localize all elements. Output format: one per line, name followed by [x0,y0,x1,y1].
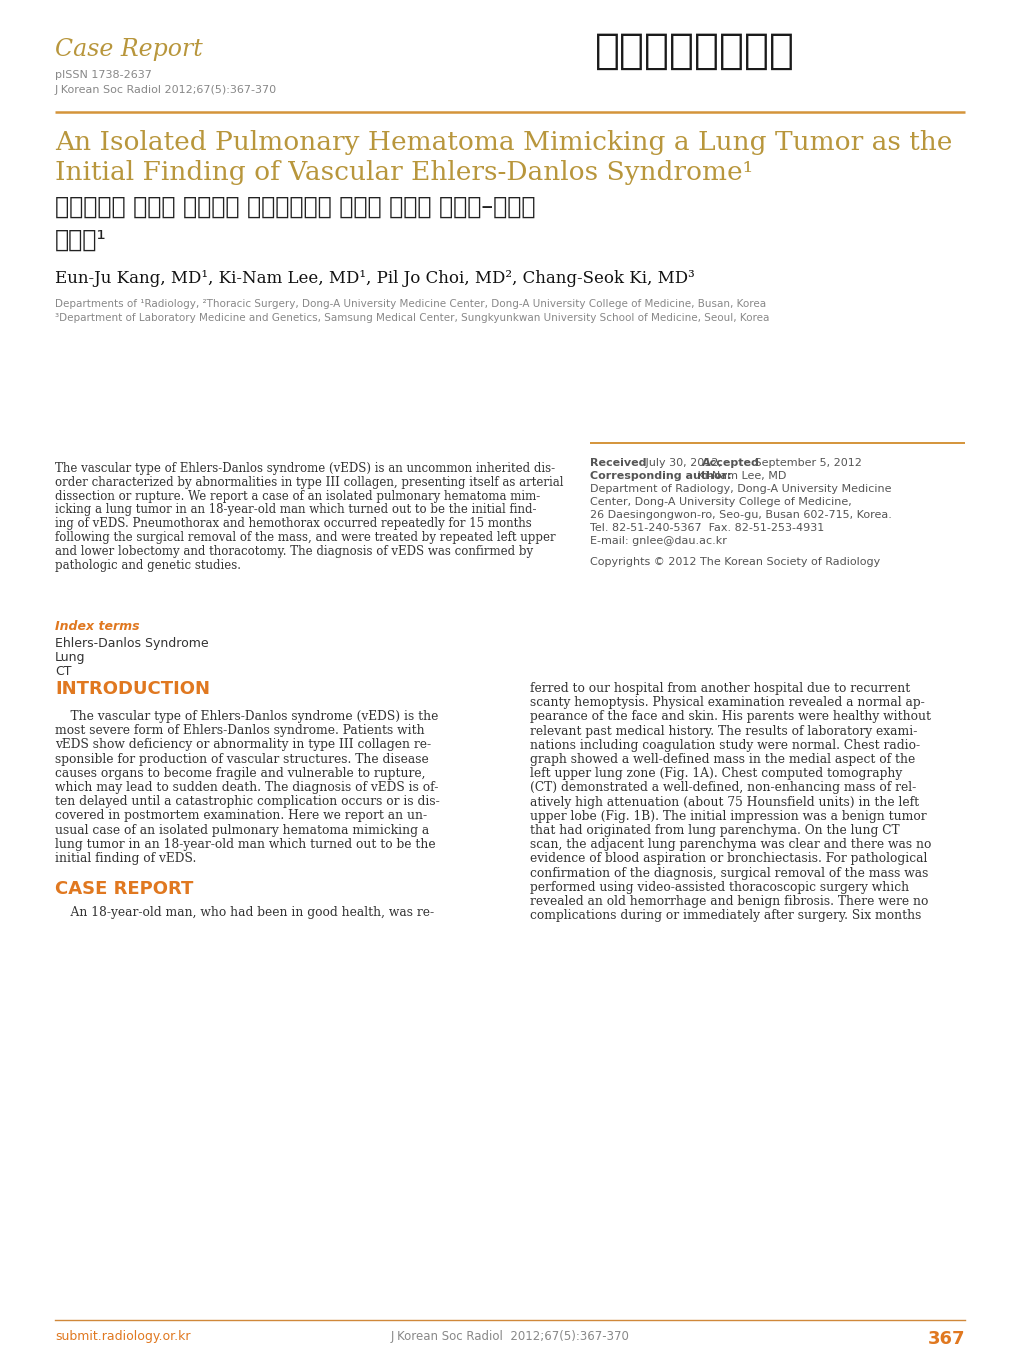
Text: J Korean Soc Radiol  2012;67(5):367-370: J Korean Soc Radiol 2012;67(5):367-370 [390,1330,629,1343]
Text: scan, the adjacent lung parenchyma was clear and there was no: scan, the adjacent lung parenchyma was c… [530,839,930,851]
Text: Eun-Ju Kang, MD¹, Ki-Nam Lee, MD¹, Pil Jo Choi, MD², Chang-Seok Ki, MD³: Eun-Ju Kang, MD¹, Ki-Nam Lee, MD¹, Pil J… [55,270,694,287]
Text: The vascular type of Ehlers-Danlos syndrome (vEDS) is an uncommon inherited dis-: The vascular type of Ehlers-Danlos syndr… [55,462,554,476]
Text: confirmation of the diagnosis, surgical removal of the mass was: confirmation of the diagnosis, surgical … [530,867,927,879]
Text: complications during or immediately after surgery. Six months: complications during or immediately afte… [530,909,920,923]
Text: J Korean Soc Radiol 2012;67(5):367-370: J Korean Soc Radiol 2012;67(5):367-370 [55,86,277,95]
Text: Tel. 82-51-240-5367  Fax. 82-51-253-4931: Tel. 82-51-240-5367 Fax. 82-51-253-4931 [589,523,823,533]
Text: 367: 367 [926,1330,964,1348]
Text: September 5, 2012: September 5, 2012 [750,458,861,467]
Text: order characterized by abnormalities in type III collagen, presenting itself as : order characterized by abnormalities in … [55,476,562,489]
Text: 26 Daesingongwon-ro, Seo-gu, Busan 602-715, Korea.: 26 Daesingongwon-ro, Seo-gu, Busan 602-7… [589,510,891,520]
Text: Center, Dong-A University College of Medicine,: Center, Dong-A University College of Med… [589,497,851,507]
Text: Corresponding author:: Corresponding author: [589,472,731,481]
Text: Lung: Lung [55,651,86,665]
Text: Department of Radiology, Dong-A University Medicine: Department of Radiology, Dong-A Universi… [589,484,891,495]
Text: left upper lung zone (Fig. 1A). Chest computed tomography: left upper lung zone (Fig. 1A). Chest co… [530,768,902,780]
Text: usual case of an isolated pulmonary hematoma mimicking a: usual case of an isolated pulmonary hema… [55,824,429,837]
Text: INTRODUCTION: INTRODUCTION [55,680,210,699]
Text: lung tumor in an 18-year-old man which turned out to be the: lung tumor in an 18-year-old man which t… [55,837,435,851]
Text: Case Report: Case Report [55,38,203,61]
Text: Initial Finding of Vascular Ehlers-Danlos Syndrome¹: Initial Finding of Vascular Ehlers-Danlo… [55,160,752,185]
Text: atively high attenuation (about 75 Hounsfield units) in the left: atively high attenuation (about 75 Houns… [530,795,918,809]
Text: 대한영상의학회지: 대한영상의학회지 [594,30,794,72]
Text: nations including coagulation study were normal. Chest radio-: nations including coagulation study were… [530,739,919,752]
Text: Ki-Nam Lee, MD: Ki-Nam Lee, MD [693,472,786,481]
Text: Received: Received [589,458,646,467]
Text: sponsible for production of vascular structures. The disease: sponsible for production of vascular str… [55,753,428,765]
Text: Accepted: Accepted [701,458,759,467]
Text: ing of vEDS. Pneumothorax and hemothorax occurred repeatedly for 15 months: ing of vEDS. Pneumothorax and hemothorax… [55,518,531,530]
Text: icking a lung tumor in an 18-year-old man which turned out to be the initial fin: icking a lung tumor in an 18-year-old ma… [55,503,536,516]
Text: that had originated from lung parenchyma. On the lung CT: that had originated from lung parenchyma… [530,824,899,837]
Text: performed using video-assisted thoracoscopic surgery which: performed using video-assisted thoracosc… [530,881,908,894]
Text: following the surgical removal of the mass, and were treated by repeated left up: following the surgical removal of the ma… [55,531,555,544]
Text: The vascular type of Ehlers-Danlos syndrome (vEDS) is the: The vascular type of Ehlers-Danlos syndr… [55,709,438,723]
Text: upper lobe (Fig. 1B). The initial impression was a benign tumor: upper lobe (Fig. 1B). The initial impres… [530,810,925,822]
Text: initial finding of vEDS.: initial finding of vEDS. [55,852,197,864]
Text: 폐종양으로 오인된 폐혈종이 초기소견으로 발현된 혁관성 엘러스–단로스: 폐종양으로 오인된 폐혈종이 초기소견으로 발현된 혁관성 엘러스–단로스 [55,194,535,219]
Text: graph showed a well-defined mass in the medial aspect of the: graph showed a well-defined mass in the … [530,753,914,766]
Text: July 30, 2012;: July 30, 2012; [641,458,729,467]
Text: Ehlers-Danlos Syndrome: Ehlers-Danlos Syndrome [55,637,209,650]
Text: covered in postmortem examination. Here we report an un-: covered in postmortem examination. Here … [55,810,427,822]
Text: Departments of ¹Radiology, ²Thoracic Surgery, Dong-A University Medicine Center,: Departments of ¹Radiology, ²Thoracic Sur… [55,299,765,308]
Text: Index terms: Index terms [55,620,140,633]
Text: 증후군¹: 증후군¹ [55,228,107,251]
Text: (CT) demonstrated a well-defined, non-enhancing mass of rel-: (CT) demonstrated a well-defined, non-en… [530,781,915,795]
Text: scanty hemoptysis. Physical examination revealed a normal ap-: scanty hemoptysis. Physical examination … [530,696,924,709]
Text: Copyrights © 2012 The Korean Society of Radiology: Copyrights © 2012 The Korean Society of … [589,557,879,567]
Text: E-mail: gnlee@dau.ac.kr: E-mail: gnlee@dau.ac.kr [589,535,727,546]
Text: revealed an old hemorrhage and benign fibrosis. There were no: revealed an old hemorrhage and benign fi… [530,896,927,908]
Text: ³Department of Laboratory Medicine and Genetics, Samsung Medical Center, Sungkyu: ³Department of Laboratory Medicine and G… [55,313,768,323]
Text: vEDS show deficiency or abnormality in type III collagen re-: vEDS show deficiency or abnormality in t… [55,738,431,752]
Text: evidence of blood aspiration or bronchiectasis. For pathological: evidence of blood aspiration or bronchie… [530,852,926,866]
Text: dissection or rupture. We report a case of an isolated pulmonary hematoma mim-: dissection or rupture. We report a case … [55,489,540,503]
Text: ten delayed until a catastrophic complication occurs or is dis-: ten delayed until a catastrophic complic… [55,795,439,809]
Text: which may lead to sudden death. The diagnosis of vEDS is of-: which may lead to sudden death. The diag… [55,781,438,794]
Text: CASE REPORT: CASE REPORT [55,881,194,898]
Text: relevant past medical history. The results of laboratory exami-: relevant past medical history. The resul… [530,724,916,738]
Text: CT: CT [55,665,71,678]
Text: and lower lobectomy and thoracotomy. The diagnosis of vEDS was confirmed by: and lower lobectomy and thoracotomy. The… [55,545,533,557]
Text: ferred to our hospital from another hospital due to recurrent: ferred to our hospital from another hosp… [530,682,909,694]
Text: submit.radiology.or.kr: submit.radiology.or.kr [55,1330,191,1343]
Text: most severe form of Ehlers-Danlos syndrome. Patients with: most severe form of Ehlers-Danlos syndro… [55,724,424,737]
Text: pathologic and genetic studies.: pathologic and genetic studies. [55,559,240,572]
Text: An 18-year-old man, who had been in good health, was re-: An 18-year-old man, who had been in good… [55,906,434,919]
Text: pISSN 1738-2637: pISSN 1738-2637 [55,71,152,80]
Text: pearance of the face and skin. His parents were healthy without: pearance of the face and skin. His paren… [530,711,930,723]
Text: causes organs to become fragile and vulnerable to rupture,: causes organs to become fragile and vuln… [55,766,425,780]
Text: An Isolated Pulmonary Hematoma Mimicking a Lung Tumor as the: An Isolated Pulmonary Hematoma Mimicking… [55,130,952,155]
